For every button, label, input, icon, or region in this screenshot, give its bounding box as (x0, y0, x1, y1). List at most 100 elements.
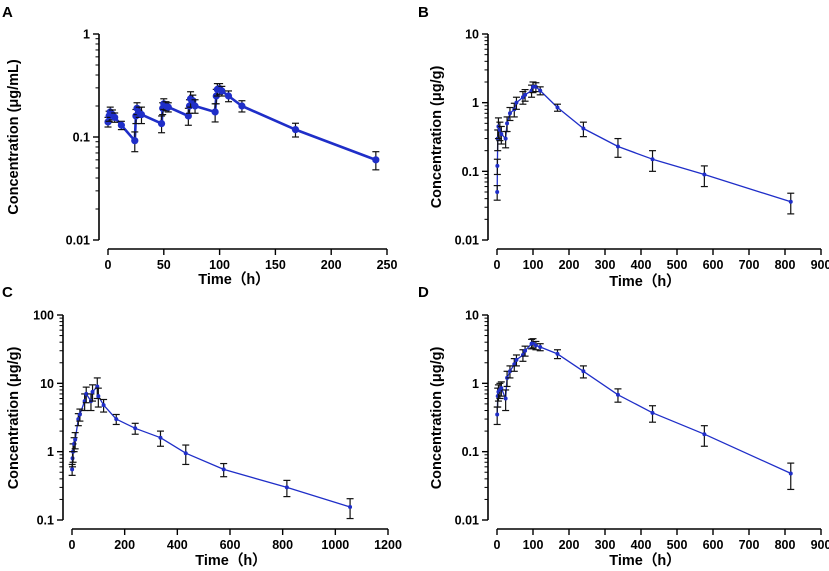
panel-a-data-point (164, 103, 172, 111)
panel-a-series-line (106, 87, 377, 162)
panel-a-data-point (238, 102, 246, 110)
panel-c-data-point (84, 391, 89, 396)
panel-b-data-point (495, 163, 500, 168)
panel-c-y-tick-label: 1 (47, 445, 54, 459)
panel-d-data-point (615, 392, 620, 397)
panel-c-data-point (73, 437, 78, 442)
panel-b-x-tick-label: 500 (667, 258, 688, 272)
panel-b-data-point (533, 84, 538, 89)
panel-d-data-point (788, 471, 793, 476)
panel-d-ylabel: Concentration (μg/g) (429, 347, 445, 490)
panel-c: C Concentration (μg/g) Time（h） 0.1 1 10 100… (2, 284, 402, 569)
panel-c-data-point (158, 435, 163, 440)
panel-d-y-tick-label: 0.01 (455, 514, 479, 528)
panel-c-data-point (90, 389, 95, 394)
panel-a-data-point (184, 112, 192, 120)
panel-c-data-point (77, 412, 82, 417)
panel-a-x-tick-label: 150 (265, 258, 286, 272)
panel-d-x-tick-label: 200 (559, 538, 580, 552)
panel-d-x-tick-label: 700 (739, 538, 760, 552)
panel-c-x-tick-label: 1200 (374, 538, 402, 552)
panel-d-data-point (533, 343, 538, 348)
panel-c-x-tick-label: 800 (272, 538, 293, 552)
panel-d: D Concentration (μg/g) Time（h） 0.01 0.1 1 1… (418, 284, 829, 569)
panel-b-x-tick-label: 300 (595, 258, 616, 272)
panel-d-data-point (523, 348, 528, 353)
panel-b-data-point (788, 199, 793, 204)
panel-a-ylabel: Concentration (μg/mL) (6, 59, 22, 215)
panel-b-x-tick-label: 800 (775, 258, 796, 272)
panel-a-data-point (218, 87, 226, 95)
panel-c-data-point (70, 467, 75, 472)
panel-a-x-tick-label: 100 (209, 258, 230, 272)
panel-a-plot: 0.01 0.1 1 0 50 100 150 200 250 (66, 28, 398, 273)
panel-b-data-point (650, 157, 655, 162)
panel-c-data-point (183, 451, 188, 456)
panel-c-data-point (284, 485, 289, 490)
panel-d-data-point (495, 412, 500, 417)
panel-a: A Concentration (μg/mL) Time（h） 0.01 0.1 1… (2, 4, 397, 288)
panel-c-x-tick-label: 0 (69, 538, 76, 552)
panel-a-data-point (137, 110, 146, 119)
panel-a-data-point (131, 137, 139, 145)
panel-c-data-point (101, 403, 106, 408)
panel-d-y-tick-label: 1 (472, 377, 479, 391)
panel-d-xlabel: Time（h） (609, 551, 680, 569)
panel-b-data-point (514, 100, 519, 105)
panel-a-data-point (224, 92, 233, 100)
panel-a-data-point (111, 113, 119, 121)
panel-b-xlabel: Time（h） (609, 272, 680, 290)
panel-b-x-tick-label: 200 (559, 258, 580, 272)
panel-a-y-tick-label: 1 (83, 28, 90, 42)
panel-c-series-line (71, 385, 351, 508)
panel-a-data-point (157, 119, 166, 128)
panel-b-data-point (499, 131, 504, 136)
panel-b-data-point (495, 190, 500, 195)
panel-b-x-tick-label: 0 (494, 258, 501, 272)
panel-d-data-point (499, 386, 504, 391)
panel-c-x-tick-label: 600 (220, 538, 241, 552)
panel-d-error-bar (787, 462, 795, 491)
panel-a-x-tick-label: 0 (105, 258, 112, 272)
panel-d-x-tick-label: 900 (811, 538, 829, 552)
panel-d-x-tick-label: 800 (775, 538, 796, 552)
panel-b-letter: B (418, 4, 429, 21)
panel-c-x-tick-label: 200 (114, 538, 135, 552)
panel-d-data-point (650, 410, 655, 415)
panel-a-data-point (191, 102, 199, 110)
panel-b-data-point (555, 105, 560, 110)
panel-b-x-tick-label: 700 (739, 258, 760, 272)
panel-a-letter: A (2, 4, 13, 21)
panel-b-x-tick-label: 600 (703, 258, 724, 272)
panel-b-ylabel: Concentration (μg/g) (429, 66, 445, 209)
panel-a-data-point (372, 156, 380, 164)
panel-b-x-tick-label: 400 (631, 258, 652, 272)
panel-d-y-tick-label: 0.1 (462, 445, 479, 459)
panel-a-x-tick-label: 200 (321, 258, 342, 272)
panel-d-data-point (702, 432, 707, 437)
panel-c-y-tick-label: 0.1 (37, 514, 54, 528)
panel-d-data-point (512, 362, 517, 367)
panel-b-data-point (581, 126, 586, 131)
panel-b-series-line (496, 86, 791, 203)
panel-d-x-tick-label: 600 (703, 538, 724, 552)
panel-b-data-point (503, 136, 508, 141)
panel-a-xlabel: Time（h） (198, 270, 269, 288)
panel-b-data-point (505, 121, 510, 126)
panel-c-x-tick-label: 400 (167, 538, 188, 552)
panel-d-data-point (555, 351, 560, 356)
panel-b-x-tick-label: 900 (811, 258, 829, 272)
panel-a-y-tick-label: 0.01 (66, 234, 90, 248)
panel-b-y-tick-label: 0.1 (462, 165, 479, 179)
panel-b-data-point (523, 92, 528, 97)
panel-d-data-point (514, 357, 519, 362)
panel-c-data-point (133, 426, 138, 431)
panel-a-data-point (211, 108, 219, 116)
panel-d-x-tick-label: 300 (595, 538, 616, 552)
panel-c-data-point (348, 504, 353, 509)
panel-d-x-tick-label: 100 (523, 538, 544, 552)
panel-d-data-point (507, 369, 512, 374)
